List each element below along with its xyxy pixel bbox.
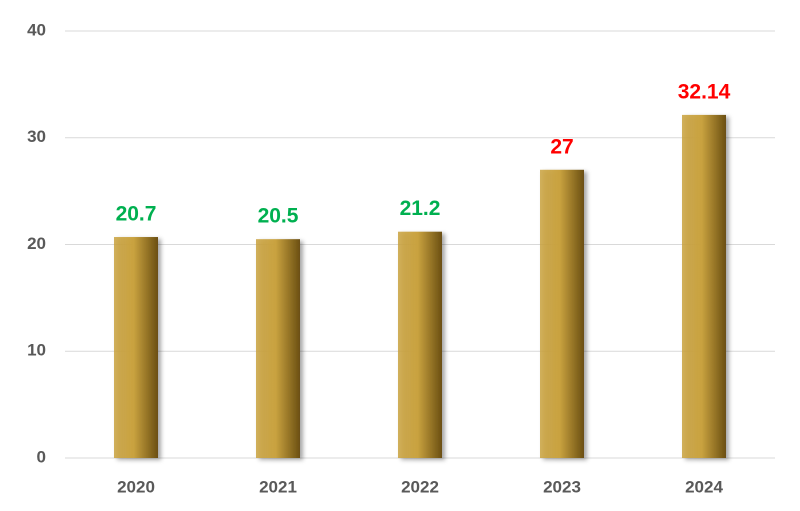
value-label: 21.2	[400, 197, 441, 220]
bar	[256, 239, 300, 458]
bar	[540, 169, 584, 458]
bar	[682, 114, 726, 458]
y-tick-label: 40	[27, 20, 46, 39]
y-tick-label: 30	[27, 127, 46, 146]
bar	[114, 237, 158, 458]
value-label: 20.5	[258, 205, 299, 228]
x-tick-label: 2020	[117, 477, 155, 496]
x-tick-label: 2023	[543, 477, 581, 496]
x-tick-label: 2022	[401, 477, 439, 496]
x-tick-label: 2024	[685, 477, 723, 496]
value-label: 20.7	[116, 203, 157, 226]
y-tick-label: 0	[37, 447, 46, 466]
y-tick-label: 20	[27, 234, 46, 253]
bar	[398, 231, 442, 458]
x-tick-label: 2021	[259, 477, 297, 496]
value-label: 32.14	[678, 80, 731, 103]
value-label: 27	[550, 135, 573, 158]
y-tick-label: 10	[27, 341, 46, 360]
